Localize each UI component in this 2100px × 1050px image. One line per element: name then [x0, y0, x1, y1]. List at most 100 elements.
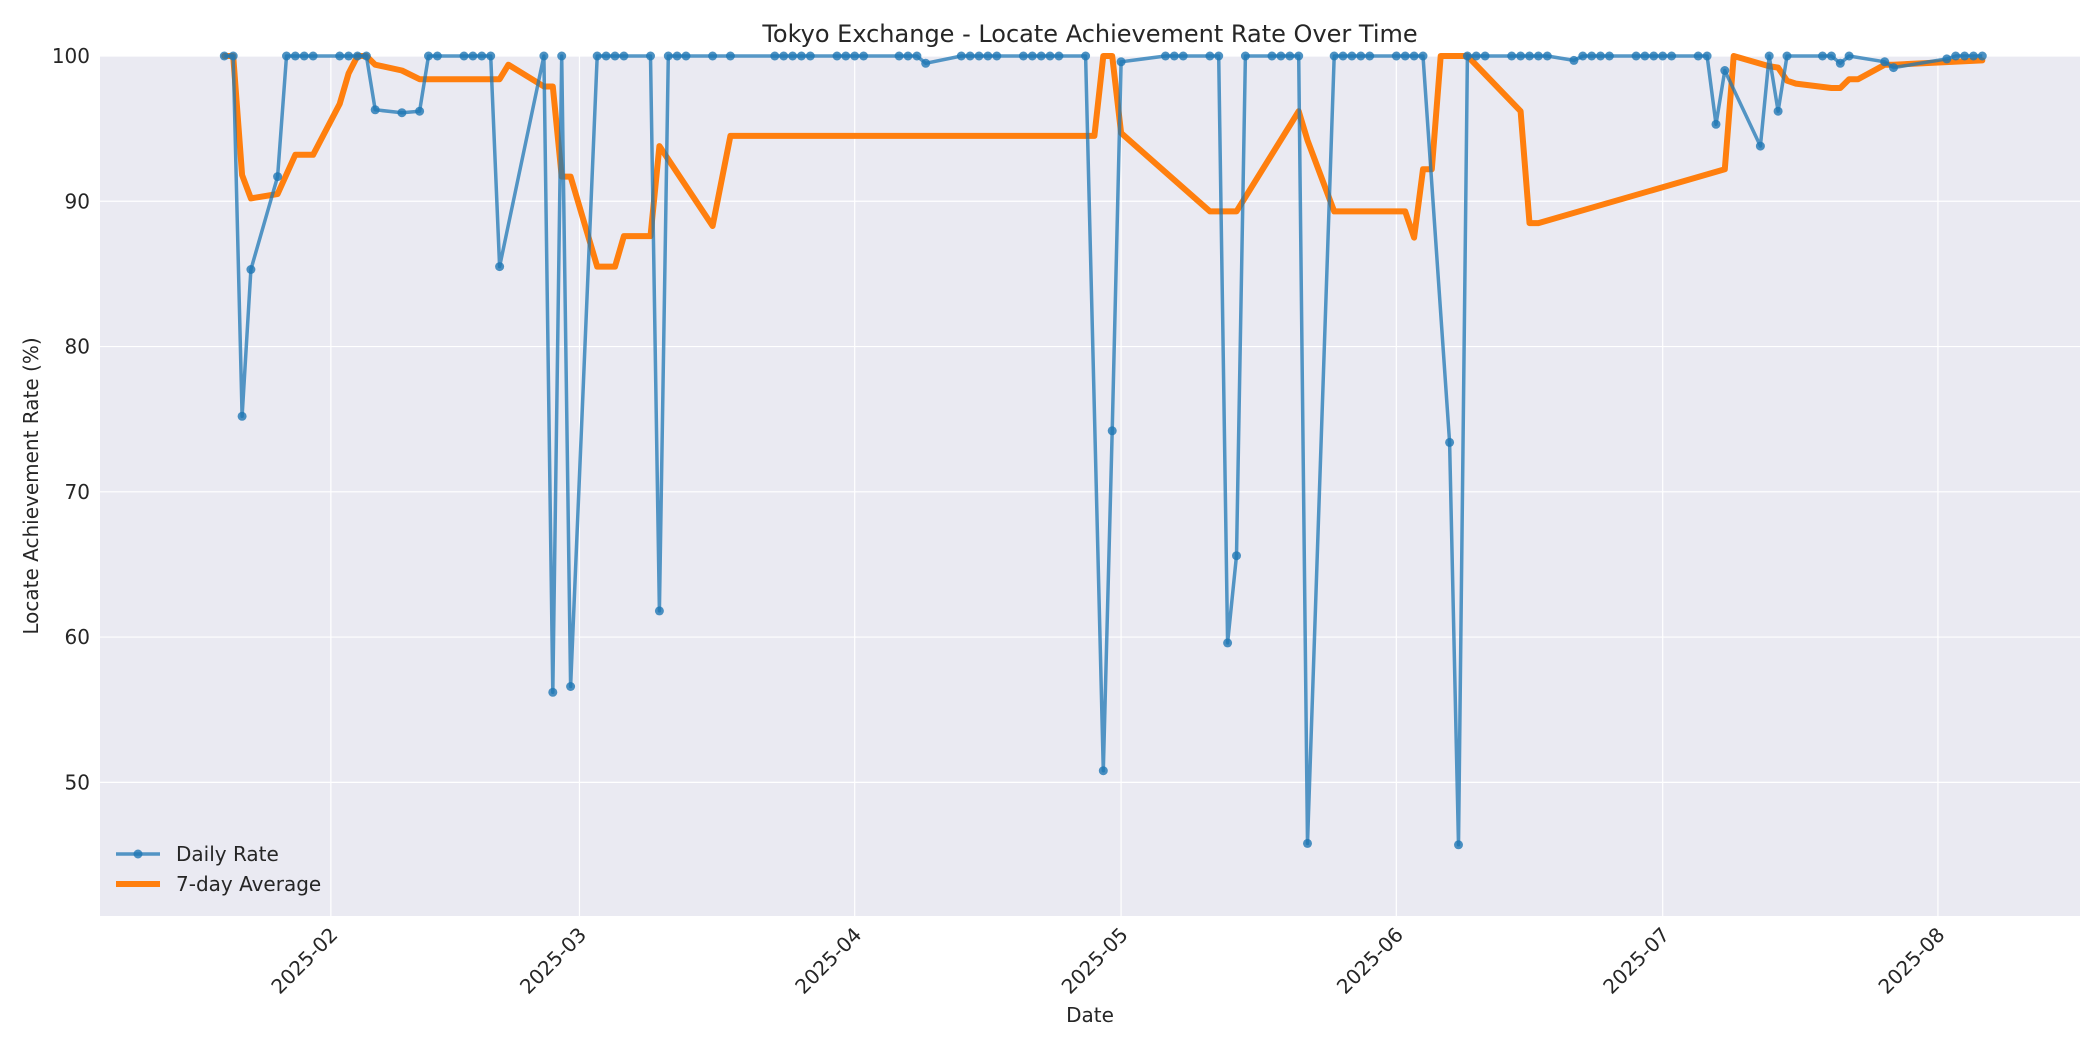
x-axis-title: Date [1066, 1003, 1114, 1027]
daily-rate-point [592, 51, 602, 61]
daily-rate-point [1223, 638, 1233, 648]
daily-rate-point [361, 51, 371, 61]
daily-rate-point [646, 51, 655, 61]
daily-rate-point [344, 51, 354, 61]
daily-rate-point [850, 51, 860, 61]
daily-rate-point [290, 51, 300, 61]
daily-rate-point [1338, 51, 1348, 61]
daily-rate-point [796, 51, 806, 61]
daily-rate-point [486, 51, 496, 61]
daily-rate-point [956, 51, 966, 61]
daily-rate-point [1161, 51, 1170, 61]
daily-rate-point [1267, 51, 1277, 61]
daily-rate-point [1942, 54, 1952, 64]
y-tick-label: 70 [65, 480, 90, 504]
daily-rate-point [788, 51, 798, 61]
x-axis-ticks: 2025-02 2025-03 2025-04 2025-05 2025-06 2025-… [266, 923, 1949, 999]
daily-rate-point [1773, 106, 1783, 116]
daily-rate-point [335, 51, 345, 61]
daily-rate-point [1604, 51, 1614, 61]
daily-rate-point [1649, 51, 1659, 61]
daily-rate-point [779, 51, 789, 61]
daily-rate-point [1960, 51, 1970, 61]
daily-rate-point [1755, 141, 1765, 151]
daily-rate-point [1018, 51, 1028, 61]
y-tick-label: 90 [65, 189, 90, 213]
daily-rate-point [1720, 66, 1730, 75]
daily-rate-point [219, 51, 229, 61]
daily-rate-point [228, 51, 238, 61]
daily-rate-point [1667, 51, 1677, 61]
daily-rate-point [1693, 51, 1703, 61]
y-axis-title: Locate Achievement Rate (%) [19, 337, 43, 634]
daily-rate-point [1285, 51, 1295, 61]
daily-rate-point [1525, 51, 1534, 61]
daily-rate-point [548, 687, 558, 697]
daily-rate-point [1631, 51, 1641, 61]
daily-rate-point [1036, 51, 1046, 61]
y-tick-label: 50 [65, 770, 90, 794]
series-daily-rate [219, 51, 1987, 850]
daily-rate-point [1409, 51, 1419, 61]
daily-rate-point [468, 51, 478, 61]
daily-rate-point [654, 606, 664, 616]
x-tick-label: 2025-04 [790, 923, 866, 999]
daily-rate-point [1702, 51, 1712, 61]
daily-rate-point [459, 51, 469, 61]
daily-rate-point [1578, 51, 1588, 61]
daily-rate-point [308, 51, 318, 61]
x-tick-label: 2025-08 [1873, 923, 1949, 999]
daily-rate-point [1232, 551, 1241, 561]
daily-rate-point [1418, 51, 1428, 61]
daily-rate-point [299, 51, 309, 61]
daily-rate-point [566, 682, 576, 691]
legend-label-daily-rate: Daily Rate [176, 842, 279, 866]
daily-rate-point [370, 105, 380, 115]
daily-rate-point [1081, 51, 1091, 61]
daily-rate-point [725, 51, 735, 61]
daily-rate-point [1116, 57, 1126, 67]
daily-rate-point [619, 51, 629, 61]
daily-rate-point [1640, 51, 1650, 61]
daily-rate-point [681, 51, 691, 61]
daily-rate-point [1818, 51, 1827, 61]
daily-rate-point [1400, 51, 1410, 61]
daily-rate-point [477, 51, 487, 61]
daily-rate-point [1054, 51, 1064, 61]
daily-rate-point [841, 51, 851, 61]
daily-rate-point [1569, 55, 1579, 65]
daily-rate-point [273, 172, 283, 182]
daily-rate-point [1880, 57, 1890, 67]
daily-rate-point [1658, 51, 1668, 61]
daily-rate-point [237, 411, 247, 421]
daily-rate-point [397, 108, 407, 118]
daily-rate-point [1391, 51, 1401, 61]
daily-rate-point [1356, 51, 1366, 61]
daily-rate-point [832, 51, 842, 61]
daily-rate-point [805, 51, 815, 61]
daily-rate-point [1889, 63, 1898, 73]
daily-rate-point [610, 51, 620, 61]
x-tick-label: 2025-06 [1332, 923, 1408, 999]
daily-rate-point [1098, 766, 1108, 776]
daily-rate-point [1329, 51, 1339, 61]
daily-rate-point [965, 51, 975, 61]
daily-rate-point [1835, 58, 1845, 68]
daily-rate-point [1276, 51, 1286, 61]
daily-rate-point [1205, 51, 1215, 61]
daily-rate-point [1169, 51, 1179, 61]
daily-rate-point [432, 51, 442, 61]
daily-rate-point [974, 51, 984, 61]
daily-rate-point [859, 51, 869, 61]
daily-rate-point [1462, 51, 1472, 61]
daily-rate-point [663, 51, 673, 61]
daily-rate-point [1107, 426, 1117, 436]
daily-rate-point [921, 58, 931, 68]
daily-rate-point [1826, 51, 1836, 61]
daily-rate-point [1844, 51, 1854, 61]
daily-rate-point [557, 51, 567, 61]
daily-rate-point [983, 51, 993, 61]
daily-rate-point [1294, 51, 1304, 61]
daily-rate-point [495, 262, 505, 272]
